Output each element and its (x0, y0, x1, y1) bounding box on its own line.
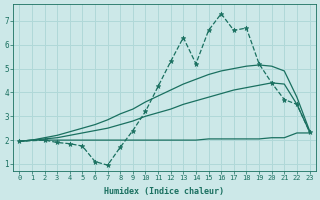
X-axis label: Humidex (Indice chaleur): Humidex (Indice chaleur) (104, 187, 224, 196)
